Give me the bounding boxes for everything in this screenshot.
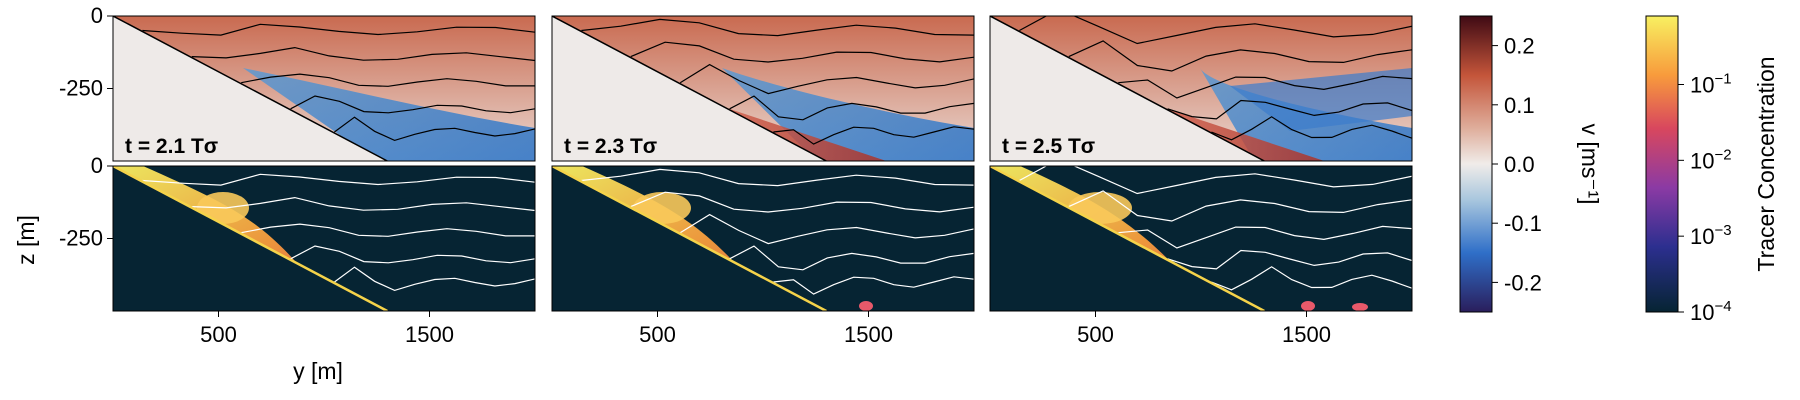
isopycnal-contour — [142, 23, 535, 36]
isopycnal-contour — [1019, 16, 1412, 45]
time-label: t = 2.3 Tσ — [564, 135, 657, 158]
y-tick-label: 0 — [91, 3, 103, 28]
velocity-tick-label: 0.2 — [1504, 34, 1535, 59]
velocity-tick-label: 0.1 — [1504, 93, 1535, 118]
velocity-negative-region — [243, 68, 535, 161]
tracer-blob — [859, 301, 873, 311]
tracer-blob — [1352, 303, 1368, 311]
seafloor — [990, 16, 1265, 161]
slope-line — [990, 166, 1265, 311]
velocity-tick-label: -0.1 — [1504, 211, 1542, 236]
isopycnal-contour — [1068, 40, 1412, 72]
isopycnal-contour — [1167, 99, 1412, 120]
x-axis-label: y [m] — [293, 358, 343, 384]
time-label: t = 2.5 Tσ — [1002, 135, 1095, 158]
velocity-panel-2: t = 2.3 Tσ — [551, 15, 975, 162]
isopycnal-contour — [581, 168, 974, 187]
slope-line — [113, 16, 388, 161]
x-tick-label: 500 — [200, 322, 237, 347]
panel-grid: t = 2.1 Tσ 0 -250 t = 2.3 Tσ t = 2.5 Tσ 0 -250… — [59, 3, 1413, 347]
tracer-panel-3: 500 1500 — [989, 165, 1413, 347]
isopycnal-contour — [191, 46, 535, 62]
slope-line — [990, 16, 1265, 161]
y-tick-label: -250 — [59, 76, 103, 101]
time-label: t = 2.1 Tσ — [125, 135, 218, 158]
isopycnal-contour — [1211, 266, 1412, 291]
tracer-colorbar-ticks: 10−1 10−2 10−3 10−4 — [1678, 70, 1732, 325]
isopycnal-contour — [729, 245, 974, 271]
velocity-tick-label: -0.2 — [1504, 270, 1542, 295]
isopycnal-contour — [581, 18, 974, 37]
x-tick-label: 1500 — [844, 322, 893, 347]
panel-frame — [989, 15, 1413, 162]
isopycnal-contour — [1068, 190, 1412, 222]
isopycnal-contour — [679, 63, 974, 95]
seafloor — [990, 166, 1265, 311]
tracer-blob — [1301, 301, 1315, 311]
y-tick-label: -250 — [59, 226, 103, 251]
slope-line — [113, 166, 388, 311]
isopycnal-contour — [1118, 75, 1412, 99]
velocity-negative-band — [1230, 68, 1412, 131]
isopycnal-contour — [1211, 116, 1412, 141]
isopycnal-contour — [1019, 166, 1412, 195]
isopycnal-contour — [241, 73, 535, 87]
slope-line — [552, 166, 827, 311]
velocity-negative-region — [722, 68, 974, 161]
velocity-colorbar: 0.2 0.1 0.0 -0.1 -0.2 v [ms⁻¹] — [1459, 15, 1603, 313]
panel-frame — [551, 165, 975, 312]
velocity-colorbar-gradient — [1459, 15, 1493, 313]
isopycnal-contour — [290, 95, 535, 114]
x-tick-label: 500 — [1077, 322, 1114, 347]
tracer-tick-label: 10−3 — [1690, 222, 1732, 249]
x-tick-label: 500 — [639, 322, 676, 347]
tracer-tick-label: 10−4 — [1690, 298, 1732, 325]
tracer-colorbar-label: Tracer Concentration — [1753, 56, 1779, 271]
tracer-panel-2: 500 1500 — [551, 165, 975, 347]
isopycnal-contour — [773, 126, 974, 145]
isopycnal-contour — [290, 245, 535, 264]
isopycnal-contour — [334, 116, 535, 142]
velocity-colorbar-label: v [ms⁻¹] — [1577, 123, 1603, 204]
isopycnal-contour — [679, 213, 974, 245]
panel-frame — [989, 165, 1413, 312]
velocity-panel-3: t = 2.5 Tσ — [989, 15, 1413, 162]
velocity-tick-label: 0.0 — [1504, 152, 1535, 177]
x-tick-label: 1500 — [1282, 322, 1331, 347]
isopycnal-contour — [191, 196, 535, 212]
tracer-tick-label: 10−2 — [1690, 146, 1732, 173]
isopycnal-contour — [1118, 225, 1412, 249]
isopycnal-contour — [142, 173, 535, 186]
isopycnal-contour — [241, 223, 535, 237]
isopycnal-contour — [1167, 249, 1412, 270]
tracer-colorbar: 10−1 10−2 10−3 10−4 Tracer Concentration — [1645, 15, 1779, 325]
x-tick-label: 1500 — [405, 322, 454, 347]
isopycnal-contour — [773, 276, 974, 295]
velocity-panel-1: t = 2.1 Tσ 0 -250 — [59, 3, 536, 162]
isopycnal-contour — [729, 95, 974, 121]
y-tick-label: 0 — [91, 153, 103, 178]
isopycnal-contour — [334, 266, 535, 292]
tracer-panel-1: 0 -250 500 1500 — [59, 153, 536, 347]
slope-line — [552, 16, 827, 161]
velocity-colorbar-ticks: 0.2 0.1 0.0 -0.1 -0.2 — [1492, 34, 1542, 295]
panel-frame — [551, 15, 975, 162]
isopycnal-contour — [630, 191, 974, 213]
y-axis-label: z [m] — [13, 215, 39, 265]
tracer-colorbar-gradient — [1645, 15, 1679, 313]
isopycnal-contour — [630, 41, 974, 63]
tracer-tick-label: 10−1 — [1690, 70, 1732, 97]
